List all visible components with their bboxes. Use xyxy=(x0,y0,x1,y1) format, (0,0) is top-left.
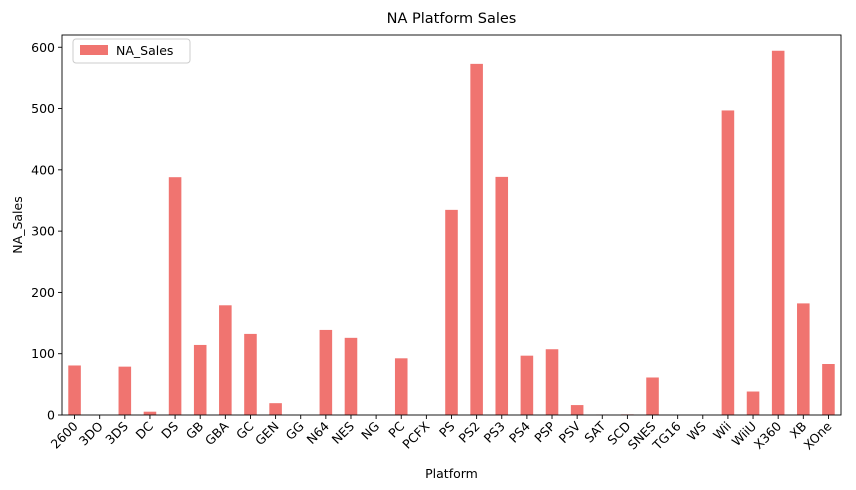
bar-snes xyxy=(646,377,659,415)
x-tick-label: X360 xyxy=(751,418,785,452)
bar-gba xyxy=(219,305,232,415)
x-tick-label: PSP xyxy=(531,418,558,445)
x-tick-label: N64 xyxy=(304,418,332,446)
x-tick-label: GBA xyxy=(202,418,232,448)
bar-wii xyxy=(721,110,735,415)
bar-ps xyxy=(445,209,458,415)
y-tick-label: 200 xyxy=(31,285,55,300)
bar-3ds xyxy=(118,366,132,415)
legend-label: NA_Sales xyxy=(116,43,173,58)
bar-psp xyxy=(545,349,559,415)
y-tick-label: 400 xyxy=(31,162,55,177)
x-tick-label: PCFX xyxy=(399,418,433,452)
bar-wiiu xyxy=(746,391,760,415)
x-tick-label: 3DO xyxy=(76,418,106,448)
bar-xb xyxy=(797,303,810,415)
y-tick-label: 100 xyxy=(31,346,55,361)
x-tick-label: GG xyxy=(283,419,307,443)
y-axis-label: NA_Sales xyxy=(10,196,25,253)
x-tick-label: 3DS xyxy=(102,418,131,447)
y-axis-ticks: 0 100 200 300 400 500 600 xyxy=(31,40,62,423)
bar-ps2 xyxy=(470,63,483,416)
bar-ps3 xyxy=(495,176,509,415)
y-tick-label: 600 xyxy=(31,40,55,55)
x-tick-label: 2600 xyxy=(48,418,81,451)
x-tick-label: DS xyxy=(158,418,181,441)
bar-ds xyxy=(168,177,182,415)
x-tick-label: TG16 xyxy=(649,418,684,453)
x-tick-label: NG xyxy=(358,419,382,443)
chart-title: NA Platform Sales xyxy=(387,11,517,27)
x-axis-label: Platform xyxy=(425,466,478,481)
x-tick-label: SNES xyxy=(625,418,659,452)
x-tick-label: PS2 xyxy=(456,419,483,446)
x-tick-label: GEN xyxy=(252,419,282,449)
x-tick-label: XOne xyxy=(800,418,834,452)
plot-frame xyxy=(61,34,842,416)
x-tick-label: PS xyxy=(436,418,458,440)
bars-group xyxy=(68,50,835,416)
y-tick-label: 500 xyxy=(31,101,55,116)
x-tick-label: WS xyxy=(684,418,709,443)
bar-dc xyxy=(143,411,157,415)
y-tick-label: 300 xyxy=(31,224,55,239)
x-tick-label: PSV xyxy=(556,418,584,446)
x-tick-label: SAT xyxy=(581,418,608,445)
bar-gen xyxy=(269,403,282,415)
x-tick-label: PS4 xyxy=(506,418,533,445)
bar-pc xyxy=(394,358,408,415)
bar-gb xyxy=(193,344,207,415)
x-tick-label: DC xyxy=(132,418,156,442)
x-tick-label: NES xyxy=(329,418,357,446)
bar-nes xyxy=(344,337,358,415)
x-tick-label: PS3 xyxy=(481,419,508,446)
bar-psv xyxy=(570,405,584,415)
legend-swatch xyxy=(80,45,108,55)
legend: NA_Sales xyxy=(72,38,191,64)
bar-gc xyxy=(244,333,257,415)
y-tick-label: 0 xyxy=(47,408,55,423)
bar-xone xyxy=(822,364,835,415)
bar-ps4 xyxy=(520,355,534,415)
bar-x360 xyxy=(771,50,785,415)
bar-2600 xyxy=(68,365,81,415)
bar-n64 xyxy=(319,329,333,415)
